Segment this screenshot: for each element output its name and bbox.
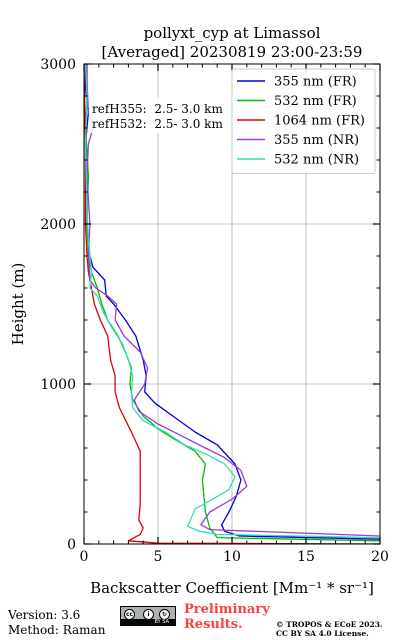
- legend-entry-label: 532 nm (FR): [274, 94, 357, 109]
- x-tick-label: 0: [80, 549, 89, 565]
- series-line-3: [86, 64, 380, 537]
- x-tick-label: 10: [223, 549, 241, 565]
- series-line-4: [84, 64, 380, 539]
- legend-box: [231, 68, 376, 174]
- x-axis-label: Backscatter Coefficient [Mm⁻¹ * sr⁻¹]: [90, 579, 374, 597]
- cc-by-sa-icon: cc i ↻ BY SA: [120, 606, 176, 626]
- copyright-notice: © TROPOS & ECoE 2023. CC BY SA 4.0 Licen…: [276, 620, 383, 638]
- annotation-refh355: refH355: 2.5- 3.0 km: [92, 102, 223, 116]
- copyright-line-1: © TROPOS & ECoE 2023.: [276, 620, 383, 629]
- annotation-box: refH355: 2.5- 3.0 km refH532: 2.5- 3.0 k…: [89, 97, 229, 133]
- x-tick-label: 5: [154, 549, 163, 565]
- copyright-line-2: CC BY SA 4.0 License.: [276, 629, 369, 638]
- preliminary-line-1: Preliminary: [184, 602, 270, 617]
- y-axis-label: Height (m): [9, 263, 27, 346]
- version-label: Version: 3.6: [8, 608, 81, 622]
- annotation-refh532: refH532: 2.5- 3.0 km: [92, 117, 223, 131]
- preliminary-line-2: Results.: [184, 617, 243, 632]
- cc-badge-text: BY SA: [121, 619, 175, 625]
- series-line-1: [84, 64, 380, 542]
- legend-entry-label: 1064 nm (FR): [274, 114, 365, 129]
- legend: 355 nm (FR) 532 nm (FR) 1064 nm (FR) 355 nm…: [231, 68, 376, 174]
- x-tick-label: 20: [371, 549, 389, 565]
- series-lines: [84, 64, 380, 544]
- y-tick-label: 3000: [40, 57, 76, 73]
- chart-subtitle: [Averaged] 20230819 23:00-23:59: [102, 43, 363, 61]
- x-tick-label: 15: [297, 549, 315, 565]
- method-label: Method: Raman: [8, 623, 106, 637]
- series-line-2: [84, 64, 380, 544]
- preliminary-results-notice: Preliminary Results.: [184, 602, 270, 632]
- legend-entry-label: 355 nm (NR): [274, 133, 359, 148]
- legend-entry-label: 532 nm (NR): [274, 153, 359, 168]
- legend-entry-label: 355 nm (FR): [274, 75, 357, 90]
- y-tick-label: 2000: [40, 217, 76, 233]
- axis-ticks: 0 5 10 15 20 0 1000 2000 3000: [40, 57, 389, 565]
- chart-title: pollyxt_cyp at Limassol: [144, 24, 321, 42]
- y-tick-label: 0: [67, 537, 76, 553]
- y-tick-label: 1000: [40, 377, 76, 393]
